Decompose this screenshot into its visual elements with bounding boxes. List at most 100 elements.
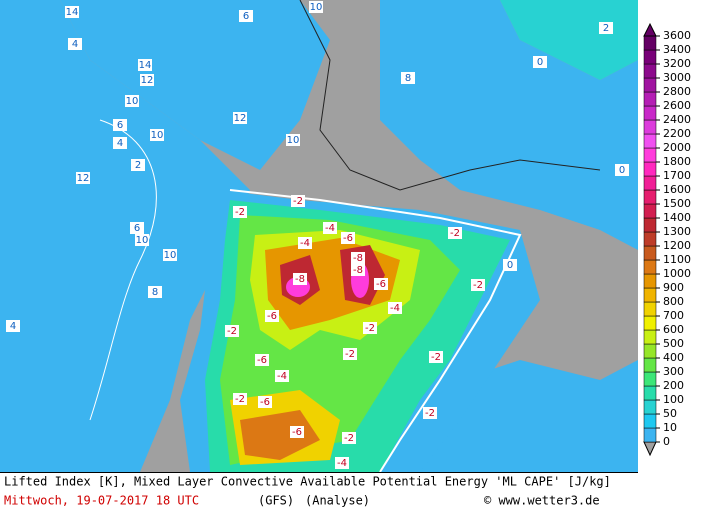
legend-swatch bbox=[643, 259, 657, 275]
contour-label: 0 bbox=[537, 57, 543, 68]
label-box bbox=[471, 279, 485, 291]
legend-swatch bbox=[643, 161, 657, 177]
contour-label: 8 bbox=[152, 287, 158, 298]
contour-label: -6 bbox=[376, 279, 386, 290]
label-box bbox=[275, 370, 289, 382]
label-box bbox=[290, 426, 304, 438]
legend-label: 3400 bbox=[663, 43, 691, 56]
ocean-area bbox=[0, 0, 250, 472]
label-box bbox=[233, 206, 247, 218]
label-box bbox=[341, 232, 355, 244]
legend-swatch bbox=[643, 217, 657, 233]
contour-label: -2 bbox=[293, 196, 303, 207]
contour-label: 12 bbox=[77, 173, 90, 184]
legend-swatch bbox=[643, 273, 657, 289]
legend-swatch bbox=[643, 287, 657, 303]
label-box bbox=[323, 222, 337, 234]
label-box bbox=[233, 393, 247, 405]
contour-label: -4 bbox=[325, 223, 335, 234]
label-box bbox=[135, 234, 149, 246]
footer-rule bbox=[0, 472, 638, 473]
contour-label: 10 bbox=[310, 2, 323, 13]
legend-swatch bbox=[643, 357, 657, 373]
legend-label: 1100 bbox=[663, 253, 691, 266]
legend-label: 0 bbox=[663, 435, 670, 448]
contour-label: -2 bbox=[235, 394, 245, 405]
north-east-area bbox=[500, 0, 638, 80]
label-box bbox=[335, 457, 349, 469]
contour-label: -2 bbox=[473, 280, 483, 291]
label-box bbox=[68, 38, 82, 50]
legend-swatch bbox=[643, 231, 657, 247]
legend-swatch bbox=[643, 147, 657, 163]
contour-label: 6 bbox=[117, 120, 123, 131]
legend-swatch bbox=[643, 413, 657, 429]
contour-label: -6 bbox=[292, 427, 302, 438]
label-box bbox=[448, 227, 462, 239]
label-box bbox=[140, 74, 154, 86]
label-box bbox=[131, 159, 145, 171]
label-box bbox=[6, 320, 20, 332]
legend-label: 1600 bbox=[663, 183, 691, 196]
label-box bbox=[351, 264, 365, 276]
contour-label: 6 bbox=[134, 223, 140, 234]
contour-label: 12 bbox=[141, 75, 154, 86]
contour-label: 10 bbox=[151, 130, 164, 141]
label-box bbox=[148, 286, 162, 298]
contour-label: 4 bbox=[72, 39, 78, 50]
label-box bbox=[423, 407, 437, 419]
legend-label: 100 bbox=[663, 393, 684, 406]
contour-label: -4 bbox=[337, 458, 347, 469]
legend-swatch bbox=[643, 133, 657, 149]
legend-label: 3600 bbox=[663, 29, 691, 42]
contour-label: -6 bbox=[267, 311, 277, 322]
label-box bbox=[533, 56, 547, 68]
legend-swatch bbox=[643, 385, 657, 401]
label-box bbox=[233, 112, 247, 124]
color-legend: 0105010020030040050060070080090010001100… bbox=[643, 22, 691, 457]
legend-swatch bbox=[643, 189, 657, 205]
label-box bbox=[138, 59, 152, 71]
contour-label: 0 bbox=[507, 260, 513, 271]
label-box bbox=[150, 129, 164, 141]
contour-label: 12 bbox=[234, 113, 247, 124]
legend-swatch bbox=[643, 399, 657, 415]
legend-swatch bbox=[643, 343, 657, 359]
label-box bbox=[130, 222, 144, 234]
label-box bbox=[429, 351, 443, 363]
label-box bbox=[286, 134, 300, 146]
label-box bbox=[258, 396, 272, 408]
legend-label: 50 bbox=[663, 407, 677, 420]
legend-label: 10 bbox=[663, 421, 677, 434]
east-area bbox=[380, 0, 638, 250]
legend-swatch bbox=[643, 119, 657, 135]
legend-label: 1500 bbox=[663, 197, 691, 210]
contour-label: -8 bbox=[353, 265, 363, 276]
contour-label: -2 bbox=[431, 352, 441, 363]
contour-label: -2 bbox=[425, 408, 435, 419]
legend-label: 2400 bbox=[663, 113, 691, 126]
label-box bbox=[363, 322, 377, 334]
legend-top-arrow bbox=[643, 22, 657, 37]
legend-bottom-arrow bbox=[643, 441, 657, 457]
contour-label: -2 bbox=[345, 349, 355, 360]
label-box bbox=[255, 354, 269, 366]
contour-label: 4 bbox=[10, 321, 16, 332]
label-box bbox=[113, 119, 127, 131]
label-box bbox=[76, 172, 90, 184]
label-box bbox=[265, 310, 279, 322]
contour-label: 8 bbox=[405, 73, 411, 84]
legend-label: 200 bbox=[663, 379, 684, 392]
footer-credit: © www.wetter3.de bbox=[484, 494, 600, 508]
legend-label: 1200 bbox=[663, 239, 691, 252]
legend-label: 700 bbox=[663, 309, 684, 322]
legend-label: 3200 bbox=[663, 57, 691, 70]
legend-swatch bbox=[643, 315, 657, 331]
footer-model: (GFS) bbox=[258, 494, 294, 508]
legend-swatch bbox=[643, 175, 657, 191]
label-box bbox=[291, 195, 305, 207]
contour-label: -2 bbox=[365, 323, 375, 334]
label-box bbox=[615, 164, 629, 176]
label-box bbox=[374, 278, 388, 290]
contour-label: 14 bbox=[139, 60, 152, 71]
